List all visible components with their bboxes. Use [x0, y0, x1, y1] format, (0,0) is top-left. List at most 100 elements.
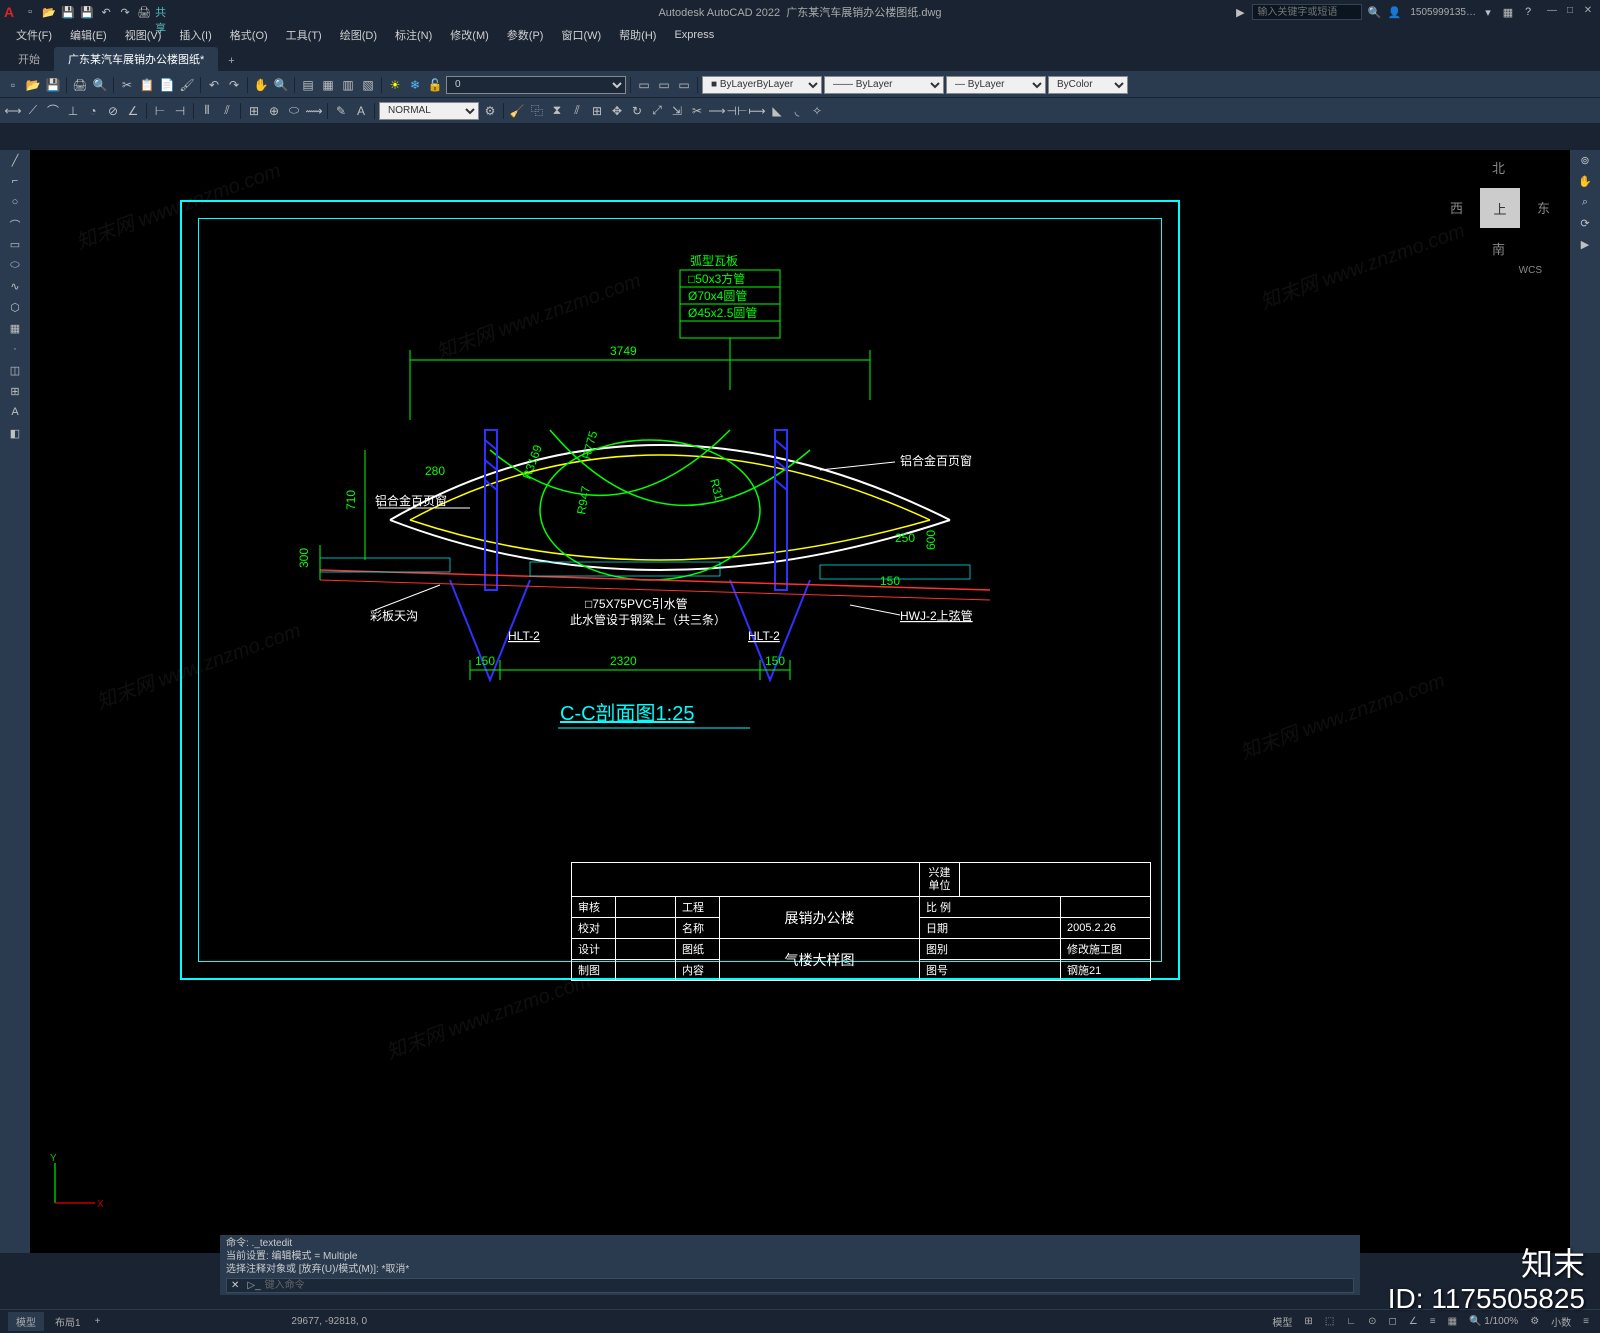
circle-icon[interactable]: ○ — [5, 196, 25, 214]
new-icon[interactable]: ▫ — [22, 4, 38, 20]
tb-new-icon[interactable]: ▫ — [4, 76, 22, 94]
arc-icon[interactable]: ⌒ — [5, 217, 25, 235]
tb-props-icon[interactable]: ▤ — [299, 76, 317, 94]
help-icon[interactable]: ? — [1520, 4, 1536, 20]
dim-linear-icon[interactable]: ⟷ — [4, 102, 22, 120]
dim-ang-icon[interactable]: ∠ — [124, 102, 142, 120]
color-dropdown[interactable]: ■ ByLayerByLayer — [702, 76, 822, 94]
nav-pan-icon[interactable]: ✋ — [1575, 175, 1595, 193]
hatch-icon[interactable]: ▦ — [5, 322, 25, 340]
tb-save-icon[interactable]: 💾 — [44, 76, 62, 94]
dim-dia-icon[interactable]: ⊘ — [104, 102, 122, 120]
tab-new[interactable]: + — [218, 51, 244, 71]
command-close-icon[interactable]: ✕ — [227, 1279, 243, 1292]
dim-aligned-icon[interactable]: ⟋ — [24, 102, 42, 120]
tb-zoom-icon[interactable]: 🔍 — [272, 76, 290, 94]
menu-window[interactable]: 窗口(W) — [553, 25, 609, 45]
mtext-icon[interactable]: A — [5, 406, 25, 424]
grid-icon[interactable]: ⊞ — [1301, 1316, 1315, 1327]
command-window[interactable]: 命令: ._textedit 当前设置: 编辑模式 = Multiple 选择注… — [220, 1235, 1360, 1295]
dimstyle-dropdown[interactable]: NORMAL — [379, 102, 479, 120]
tb-paste-icon[interactable]: 📄 — [158, 76, 176, 94]
mod-stretch-icon[interactable]: ⇲ — [668, 102, 686, 120]
tb-lock-icon[interactable]: 🔓 — [426, 76, 444, 94]
model-tab[interactable]: 模型 — [8, 1312, 44, 1331]
block-icon[interactable]: ◫ — [5, 364, 25, 382]
customize-icon[interactable]: ≡ — [1580, 1316, 1592, 1327]
search-input[interactable] — [1252, 4, 1362, 20]
orbit-icon[interactable]: ⟳ — [1575, 217, 1595, 235]
tb-freeze-icon[interactable]: ❄ — [406, 76, 424, 94]
mod-copy-icon[interactable]: ⿻ — [528, 102, 546, 120]
mod-join-icon[interactable]: ⟼ — [748, 102, 766, 120]
open-icon[interactable]: 📂 — [41, 4, 57, 20]
command-input[interactable]: 键入命令 — [265, 1279, 305, 1292]
rect-icon[interactable]: ▭ — [5, 238, 25, 256]
user-icon[interactable]: 👤 — [1386, 4, 1402, 20]
tb-print-icon[interactable]: 🖨 — [71, 76, 89, 94]
mod-fillet-icon[interactable]: ◟ — [788, 102, 806, 120]
menu-format[interactable]: 格式(O) — [222, 25, 276, 45]
tb-open-icon[interactable]: 📂 — [24, 76, 42, 94]
tb-pan-icon[interactable]: ✋ — [252, 76, 270, 94]
mod-rotate-icon[interactable]: ↻ — [628, 102, 646, 120]
dim-arc-icon[interactable]: ⌒ — [44, 102, 62, 120]
polar-icon[interactable]: ⊙ — [1365, 1316, 1379, 1327]
lineweight-dropdown[interactable]: — ByLayer — [946, 76, 1046, 94]
dim-break-icon[interactable]: ⫽ — [218, 102, 236, 120]
tb-sheet-icon[interactable]: ▧ — [359, 76, 377, 94]
snap-icon[interactable]: ⬚ — [1322, 1316, 1337, 1327]
line-icon[interactable]: ╱ — [5, 154, 25, 172]
tb-copy-icon[interactable]: 📋 — [138, 76, 156, 94]
mod-explode-icon[interactable]: ✧ — [808, 102, 826, 120]
polygon-icon[interactable]: ⬡ — [5, 301, 25, 319]
dim-space-icon[interactable]: ⫴ — [198, 102, 216, 120]
mod-trim-icon[interactable]: ✂ — [688, 102, 706, 120]
tb-cut-icon[interactable]: ✂ — [118, 76, 136, 94]
ellipse-icon[interactable]: ⬭ — [5, 259, 25, 277]
search-icon[interactable]: ▶ — [1232, 4, 1248, 20]
tb-preview-icon[interactable]: 🔍 — [91, 76, 109, 94]
mod-scale-icon[interactable]: ⤢ — [648, 102, 666, 120]
minimize-icon[interactable]: — — [1544, 5, 1560, 19]
menu-insert[interactable]: 插入(I) — [171, 25, 219, 45]
jog-icon[interactable]: ⟿ — [305, 102, 323, 120]
lwt-icon[interactable]: ≡ — [1427, 1316, 1439, 1327]
model-space-btn[interactable]: 模型 — [1269, 1314, 1295, 1329]
dim-radius-icon[interactable]: ◔ — [84, 102, 102, 120]
layer-dropdown[interactable]: 0 — [446, 76, 626, 94]
tb-laymrg-icon[interactable]: ▭ — [655, 76, 673, 94]
wheel-icon[interactable]: ⊚ — [1575, 154, 1595, 172]
drawing-canvas[interactable]: 知末网 www.znzmo.com 知末网 www.znzmo.com 知末网 … — [30, 150, 1570, 1253]
dimstyle-icon[interactable]: ⚙ — [481, 102, 499, 120]
menu-file[interactable]: 文件(F) — [8, 25, 60, 45]
zoom-ext-icon[interactable]: ⌕ — [1575, 196, 1595, 214]
layout1-tab[interactable]: 布局1 — [52, 1314, 84, 1329]
inspect-icon[interactable]: ⬭ — [285, 102, 303, 120]
tb-layiso-icon[interactable]: ▭ — [635, 76, 653, 94]
ortho-icon[interactable]: ∟ — [1343, 1316, 1359, 1327]
otrack-icon[interactable]: ∠ — [1406, 1316, 1421, 1327]
menu-express[interactable]: Express — [666, 27, 722, 43]
mod-chamfer-icon[interactable]: ◣ — [768, 102, 786, 120]
plot-icon[interactable]: 🖨 — [136, 4, 152, 20]
center-icon[interactable]: ⊕ — [265, 102, 283, 120]
tb-match-icon[interactable]: 🖌 — [178, 76, 196, 94]
mod-array-icon[interactable]: ⊞ — [588, 102, 606, 120]
layout-plus[interactable]: + — [92, 1316, 104, 1327]
menu-parametric[interactable]: 参数(P) — [499, 25, 552, 45]
dim-ord-icon[interactable]: ⊥ — [64, 102, 82, 120]
mod-erase-icon[interactable]: 🧹 — [508, 102, 526, 120]
mod-break-icon[interactable]: ⊣⊢ — [728, 102, 746, 120]
menu-tools[interactable]: 工具(T) — [278, 25, 330, 45]
save-icon[interactable]: 💾 — [60, 4, 76, 20]
undo-icon[interactable]: ↶ — [98, 4, 114, 20]
tb-laydel-icon[interactable]: ▭ — [675, 76, 693, 94]
region-icon[interactable]: ◧ — [5, 427, 25, 445]
linetype-dropdown[interactable]: —— ByLayer — [824, 76, 944, 94]
close-icon[interactable]: ✕ — [1580, 5, 1596, 19]
maximize-icon[interactable]: □ — [1562, 5, 1578, 19]
zoom-label[interactable]: 🔍 1/100% — [1466, 1316, 1521, 1327]
tab-start[interactable]: 开始 — [4, 47, 54, 71]
units-label[interactable]: 小数 — [1548, 1314, 1574, 1329]
